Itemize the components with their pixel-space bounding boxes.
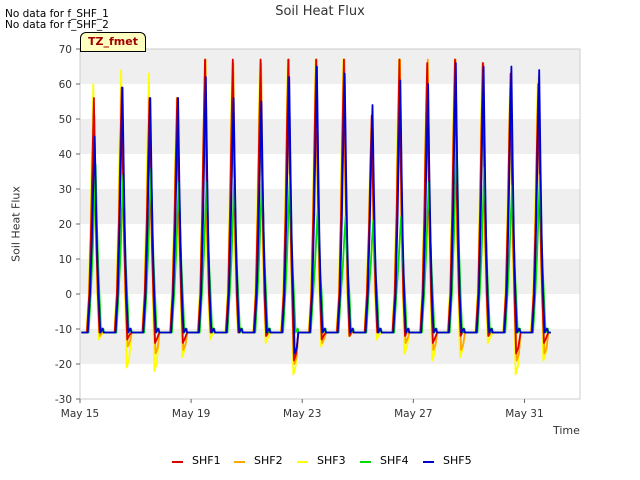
legend-swatch-shf4 (360, 461, 371, 463)
x-tick-label: May 23 (283, 408, 321, 420)
grid-band (80, 154, 580, 189)
y-tick-label: 70 (59, 44, 72, 56)
grid-band (80, 49, 580, 84)
x-tick-label: May 31 (505, 408, 543, 420)
legend-swatch-shf1 (172, 461, 183, 463)
legend: SHF1 SHF2 SHF3 SHF4 SHF5 (0, 454, 640, 468)
x-axis-label: Time (553, 424, 580, 437)
grid-band (80, 259, 580, 294)
x-tick-label: May 27 (394, 408, 432, 420)
y-tick-label: 30 (59, 184, 72, 196)
legend-swatch-shf2 (234, 461, 245, 463)
y-tick-label: -30 (55, 394, 72, 406)
legend-label-shf5: SHF5 (443, 454, 472, 467)
chart-title: Soil Heat Flux (275, 4, 365, 19)
x-tick-label: May 19 (172, 408, 210, 420)
y-tick-label: 20 (59, 219, 72, 231)
y-tick-label: 10 (59, 254, 72, 266)
grid-band (80, 364, 580, 399)
y-tick-label: 60 (59, 79, 72, 91)
y-tick-label: 50 (59, 114, 72, 126)
grid-band (80, 224, 580, 259)
y-tick-label: -10 (55, 324, 72, 336)
y-tick-label: -20 (55, 359, 72, 371)
y-tick-label: 40 (59, 149, 72, 161)
legend-label-shf1: SHF1 (192, 454, 221, 467)
no-data-note-1: No data for f_SHF_1 (5, 8, 109, 20)
series-layer (81, 58, 551, 376)
timezone-label: TZ_fmet (80, 32, 146, 52)
legend-swatch-shf3 (297, 461, 308, 463)
x-axis: May 15 May 19 May 23 May 27 May 31 (61, 399, 544, 420)
y-tick-label: 0 (65, 289, 72, 301)
legend-label-shf3: SHF3 (317, 454, 346, 467)
grid-band (80, 119, 580, 154)
legend-swatch-shf5 (423, 461, 434, 463)
grid-band (80, 294, 580, 329)
series-line-shf5 (81, 62, 551, 355)
grid-band (80, 84, 580, 119)
x-tick-label: May 15 (61, 408, 99, 420)
legend-label-shf2: SHF2 (254, 454, 283, 467)
grid-band (80, 329, 580, 364)
grid-band (80, 189, 580, 224)
y-axis-label: Soil Heat Flux (9, 186, 23, 262)
grid-bands (80, 49, 580, 399)
y-axis: -30 -20 -10 0 10 20 30 40 50 60 70 (55, 44, 80, 406)
no-data-note-2: No data for f_SHF_2 (5, 19, 109, 31)
legend-label-shf4: SHF4 (380, 454, 409, 467)
